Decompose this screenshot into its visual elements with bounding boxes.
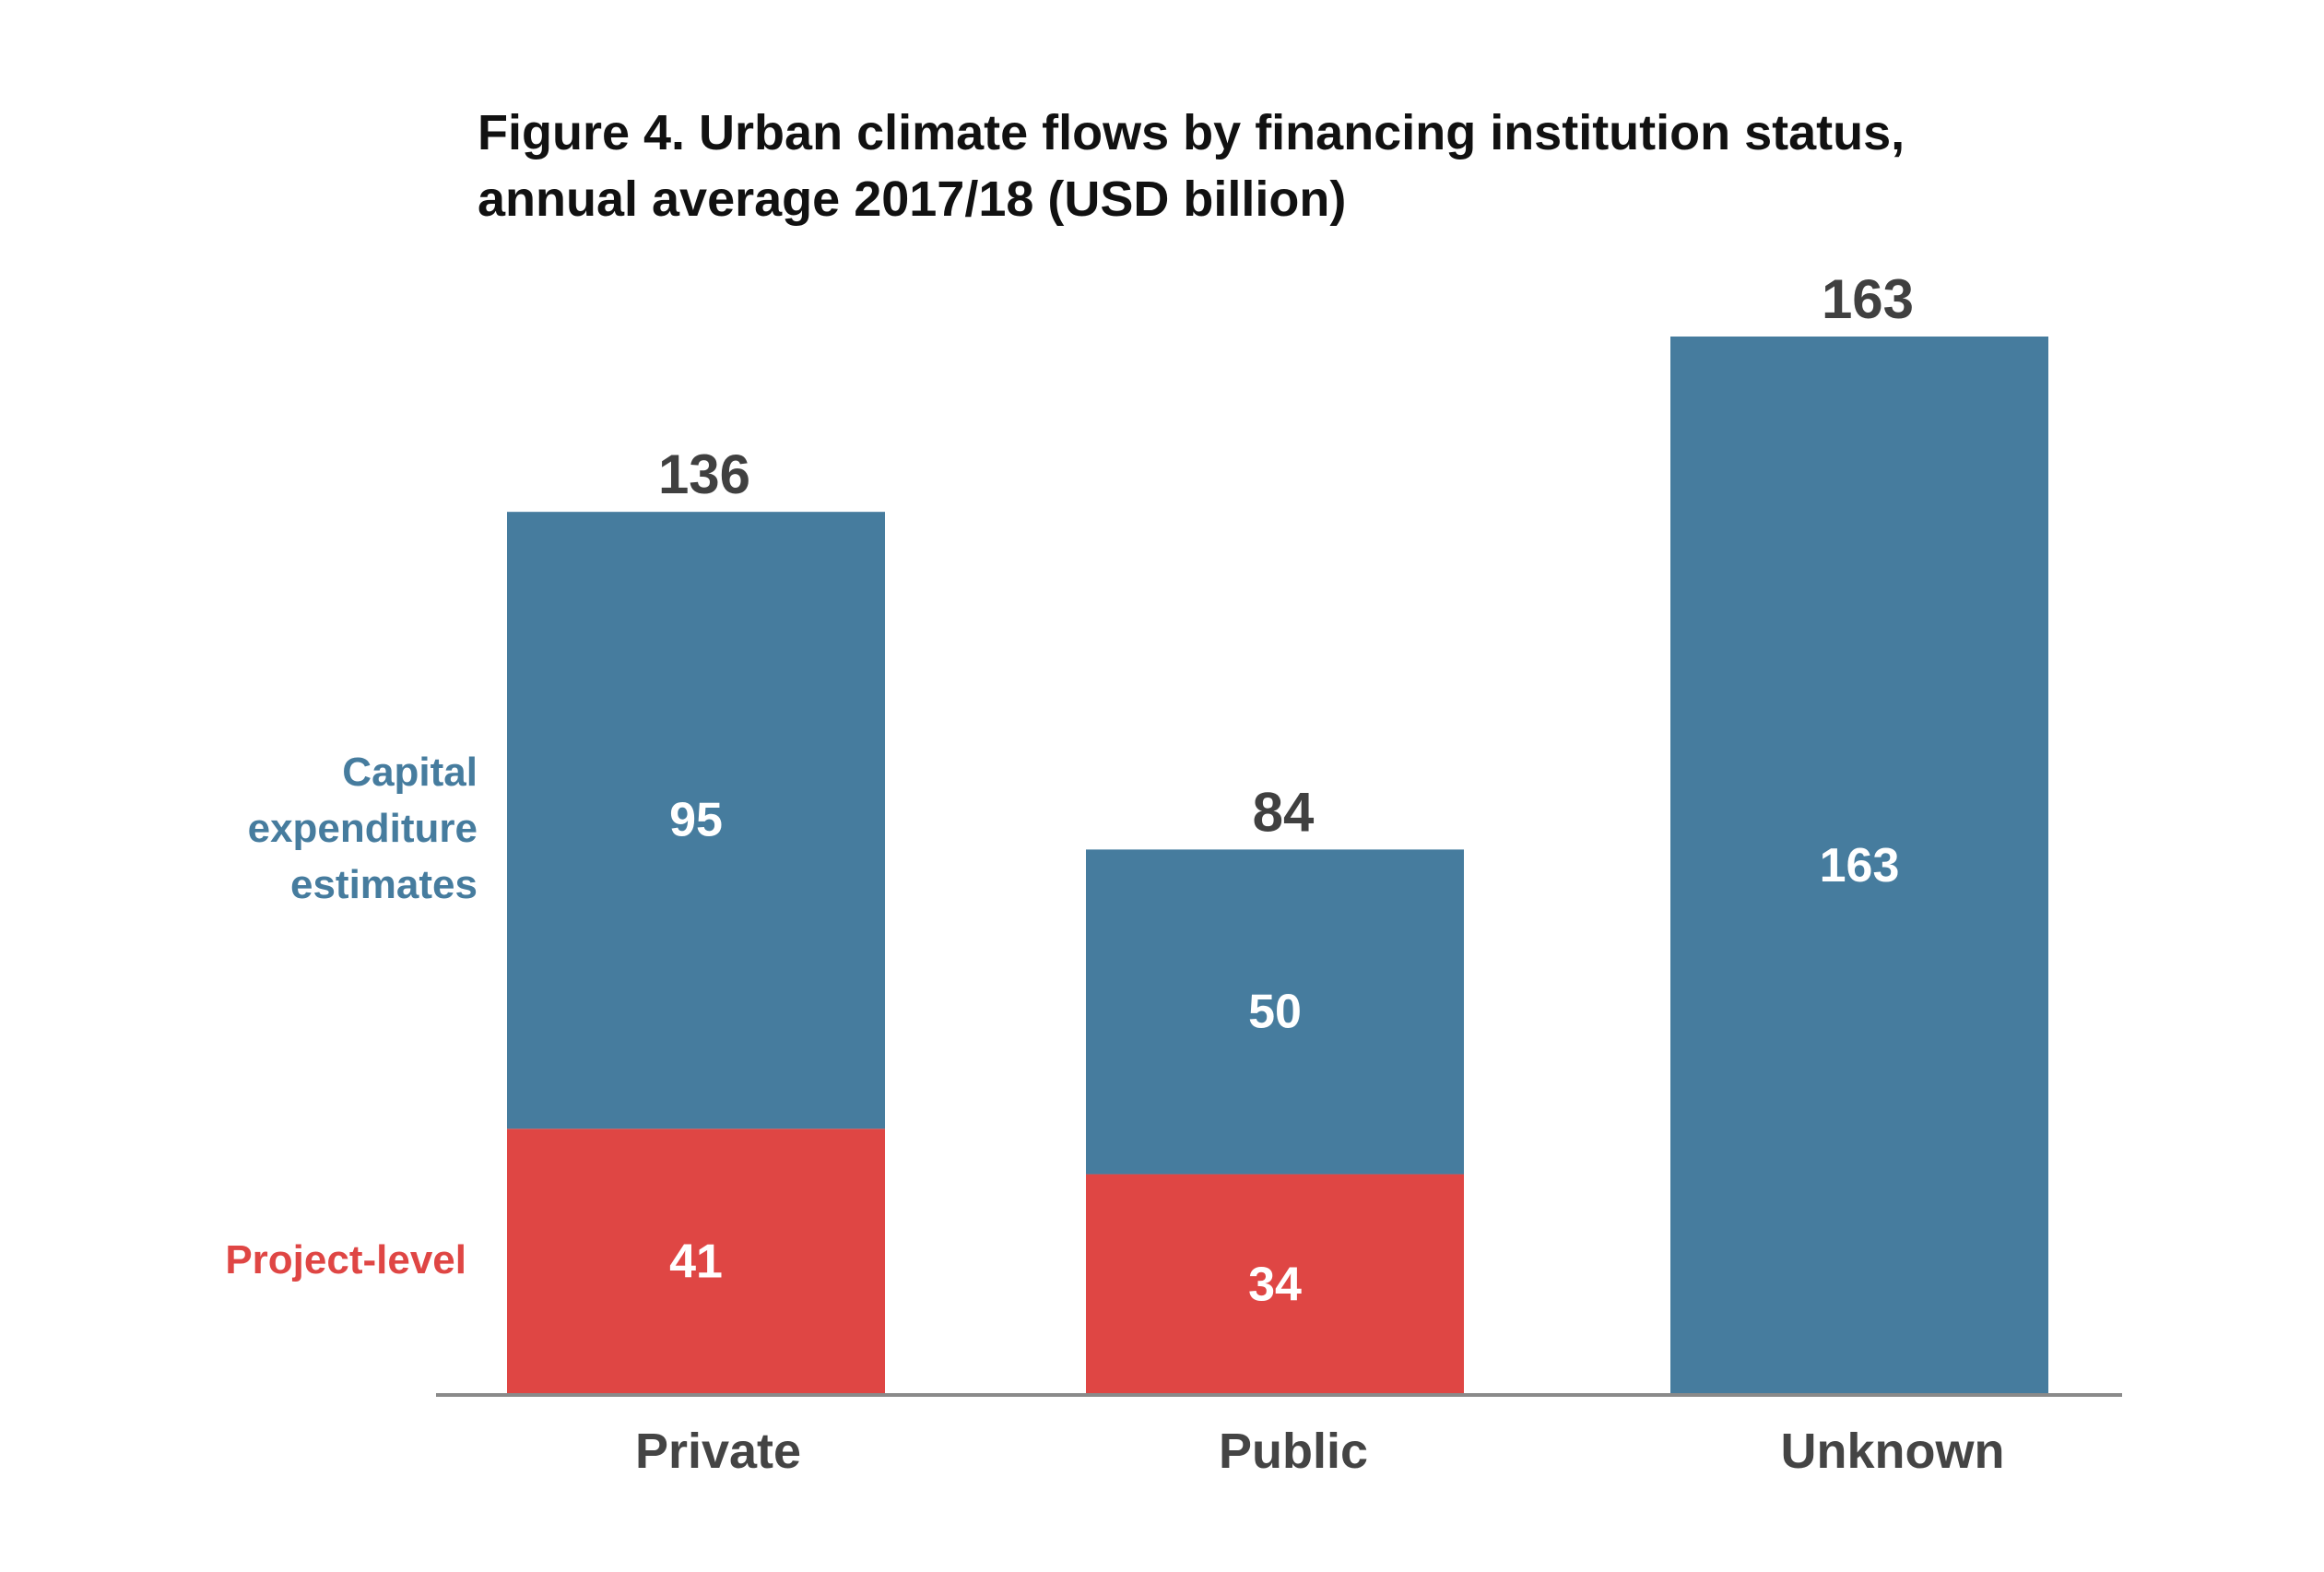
legend-capital-line-3: estimates (290, 862, 478, 907)
category-label-private: Private (635, 1424, 801, 1479)
bar-private-capital-expenditure-estimates (507, 512, 885, 1129)
bar-public-capital-expenditure-estimates (1086, 849, 1464, 1175)
total-label-private: 136 (658, 443, 750, 505)
bar-public-project-level (1086, 1174, 1464, 1395)
legend: Capital expenditure estimates Project-le… (225, 750, 478, 1282)
bars-group (507, 337, 2048, 1395)
category-label-public: Public (1219, 1424, 1368, 1479)
bar-private-project-level (507, 1129, 885, 1395)
value-label-public-capital-expenditure-estimates: 50 (1248, 985, 1302, 1038)
category-label-unknown: Unknown (1781, 1424, 2005, 1479)
chart-title: Figure 4. Urban climate flows by financi… (478, 100, 1905, 232)
total-label-unknown: 163 (1822, 268, 1914, 330)
value-label-private-capital-expenditure-estimates: 95 (669, 794, 723, 847)
labels-group: 41 95 136 34 50 84 163 163 (658, 268, 1914, 1311)
value-label-unknown-capital-expenditure-estimates: 163 (1820, 839, 1900, 892)
bar-unknown-capital-expenditure-estimates (1670, 337, 2048, 1395)
legend-project-level: Project-level (225, 1237, 466, 1282)
value-label-public-project-level: 34 (1248, 1258, 1302, 1311)
chart-title-line-1: Figure 4. Urban climate flows by financi… (478, 105, 1905, 160)
category-labels-group: Private Public Unknown (635, 1424, 2005, 1479)
total-label-public: 84 (1253, 781, 1315, 843)
legend-capital-line-2: expenditure (248, 806, 478, 851)
legend-capital-line-1: Capital (342, 750, 478, 795)
chart-title-line-2: annual average 2017/18 (USD billion) (478, 171, 1347, 227)
value-label-private-project-level: 41 (669, 1235, 723, 1289)
